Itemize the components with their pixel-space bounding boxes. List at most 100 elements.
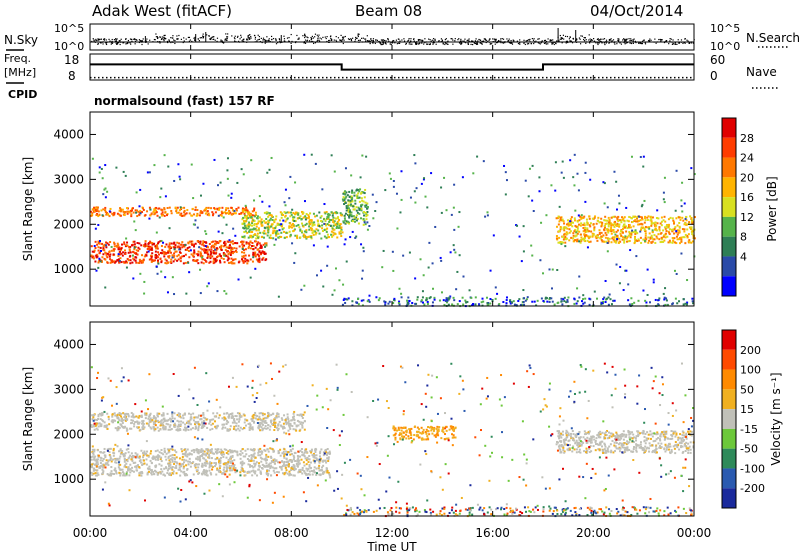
data-cell xyxy=(674,297,677,300)
data-cell xyxy=(685,223,688,226)
data-cell xyxy=(563,237,566,240)
noise-point xyxy=(458,38,460,40)
data-cell xyxy=(218,458,221,461)
data-cell xyxy=(513,303,516,306)
data-cell xyxy=(652,281,655,284)
data-cell xyxy=(184,474,187,477)
noise-point xyxy=(318,39,320,41)
data-cell xyxy=(290,450,293,453)
data-cell xyxy=(232,250,235,253)
data-cell xyxy=(196,455,199,458)
data-cell xyxy=(165,458,168,461)
data-cell xyxy=(320,269,323,272)
data-cell xyxy=(241,255,244,258)
data-cell xyxy=(219,255,222,258)
data-cell xyxy=(234,250,237,253)
data-cell xyxy=(235,207,238,210)
data-cell xyxy=(560,171,563,174)
data-cell xyxy=(406,301,409,304)
data-cell xyxy=(478,304,481,307)
noise-point xyxy=(549,40,551,42)
data-cell xyxy=(280,235,283,238)
data-cell xyxy=(393,299,396,302)
data-cell xyxy=(104,286,107,289)
data-cell xyxy=(245,241,248,244)
data-cell xyxy=(389,177,392,180)
noise-point xyxy=(275,38,277,40)
noise-point xyxy=(357,34,359,36)
data-cell xyxy=(218,467,221,470)
data-cell xyxy=(106,252,109,255)
data-cell xyxy=(344,167,347,170)
data-cell xyxy=(619,240,622,243)
data-cell xyxy=(429,296,432,299)
data-cell xyxy=(558,241,561,244)
data-cell xyxy=(229,246,232,249)
data-cell xyxy=(249,459,252,462)
data-cell xyxy=(610,226,613,229)
data-cell xyxy=(205,460,208,463)
data-cell xyxy=(199,292,202,295)
data-cell xyxy=(131,469,134,472)
data-cell xyxy=(149,241,152,244)
data-cell xyxy=(611,229,614,232)
data-cell xyxy=(685,216,688,219)
data-cell xyxy=(425,297,428,300)
data-cell xyxy=(676,233,679,236)
data-cell xyxy=(164,195,167,198)
noise-point xyxy=(214,39,216,41)
data-cell xyxy=(189,452,192,455)
noise-point xyxy=(156,37,159,40)
data-cell xyxy=(291,222,294,225)
data-cell xyxy=(181,255,184,258)
noise-point xyxy=(545,43,547,45)
noise-point xyxy=(310,40,312,43)
noise-point xyxy=(93,40,95,42)
data-cell xyxy=(605,228,608,231)
data-cell xyxy=(627,225,630,228)
data-cell xyxy=(319,473,322,476)
data-cell xyxy=(136,209,139,212)
data-cell xyxy=(283,427,286,430)
noise-point xyxy=(105,43,107,45)
data-cell xyxy=(651,229,654,232)
data-cell xyxy=(693,173,696,176)
data-cell xyxy=(270,214,273,217)
data-cell xyxy=(578,296,581,299)
noise-point xyxy=(540,41,542,43)
data-cell xyxy=(314,450,317,453)
noise-point xyxy=(483,40,485,42)
noise-point xyxy=(193,39,196,41)
data-cell xyxy=(206,252,209,255)
noise-point xyxy=(417,43,420,45)
data-cell xyxy=(664,226,667,229)
data-cell xyxy=(201,211,204,214)
data-cell xyxy=(200,253,203,256)
data-cell xyxy=(156,272,159,275)
data-cell xyxy=(312,452,315,455)
noise-point xyxy=(272,37,275,40)
data-cell xyxy=(206,462,209,465)
data-cell xyxy=(334,217,337,220)
data-cell xyxy=(131,466,134,469)
data-cell xyxy=(168,473,171,476)
data-cell xyxy=(618,282,621,285)
data-cell xyxy=(640,227,643,230)
noise-point xyxy=(142,38,144,40)
data-cell xyxy=(237,278,240,281)
data-cell xyxy=(312,455,315,458)
noise-point xyxy=(500,42,502,44)
data-cell xyxy=(259,470,262,473)
data-cell xyxy=(222,453,225,456)
data-cell xyxy=(320,220,323,223)
data-cell xyxy=(384,189,387,192)
data-cell xyxy=(303,470,306,473)
data-cell xyxy=(152,210,155,213)
data-cell xyxy=(210,462,213,465)
noise-point xyxy=(326,40,328,43)
noise-point xyxy=(97,43,99,45)
noise-point xyxy=(477,40,479,42)
data-cell xyxy=(201,248,204,251)
data-cell xyxy=(296,235,299,238)
data-cell xyxy=(360,243,363,246)
